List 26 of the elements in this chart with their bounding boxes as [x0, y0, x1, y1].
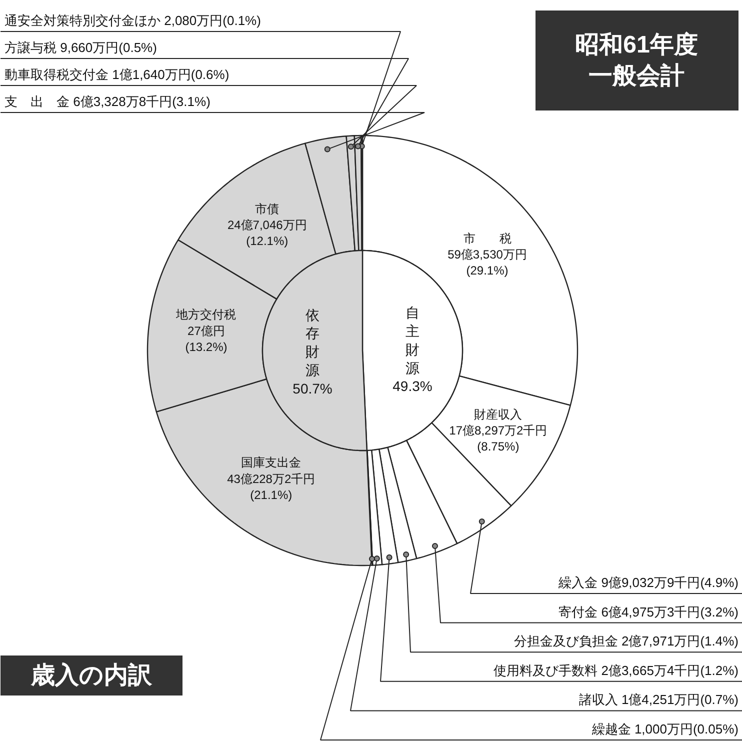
slice-label: 支 出 金 6億3,328万8千円(3.1%)	[4, 94, 210, 109]
data-label: 50.7%	[292, 380, 332, 396]
data-label: 43億228万2千円(21.1%)	[227, 472, 316, 502]
data-label: 27億円(13.2%)	[185, 324, 228, 354]
slice-label: 国庫支出金	[241, 456, 302, 470]
slice-label: 自主財源	[405, 304, 420, 376]
data-label: 49.3%	[392, 378, 432, 394]
slice-label: 使用料及び手数料 2億3,665万4千円(1.2%)	[494, 662, 739, 678]
data-label: 17億8,297万2千円(8.75%)	[449, 423, 548, 454]
data-label: 59億3,530万円(29.1%)	[448, 247, 527, 278]
slice-label: 地方交付税	[175, 308, 236, 322]
slice-label: 依存財源	[306, 306, 320, 378]
data-label: 24億7,046万円(12.1%)	[227, 218, 307, 248]
slice-label: 諸収入 1億4,251万円(0.7%)	[578, 692, 739, 708]
slice-label: 方譲与税 9,660万円(0.5%)	[4, 40, 157, 55]
text: 歳入の内訳	[30, 662, 153, 689]
slice-label: 市 税	[463, 231, 512, 246]
text: 昭和61年度一般会計	[575, 31, 698, 90]
slice-label: 分担金及び負担金 2億7,971万円(1.4%)	[514, 634, 739, 649]
slice-label: 寄付金 6億4,975万3千円(3.2%)	[558, 604, 739, 620]
slice-label: 繰入金 9億9,032万9千円(4.9%)	[558, 575, 739, 590]
slice-label: 動車取得税交付金 1億1,640万円(0.6%)	[4, 67, 230, 82]
slice-label: 通安全対策特別交付金ほか 2,080万円(0.1%)	[4, 13, 261, 28]
slice-label: 財産収入	[474, 407, 522, 422]
slice-label: 市債	[255, 202, 280, 216]
slice-label: 繰越金 1,000万円(0.05%)	[590, 722, 739, 736]
